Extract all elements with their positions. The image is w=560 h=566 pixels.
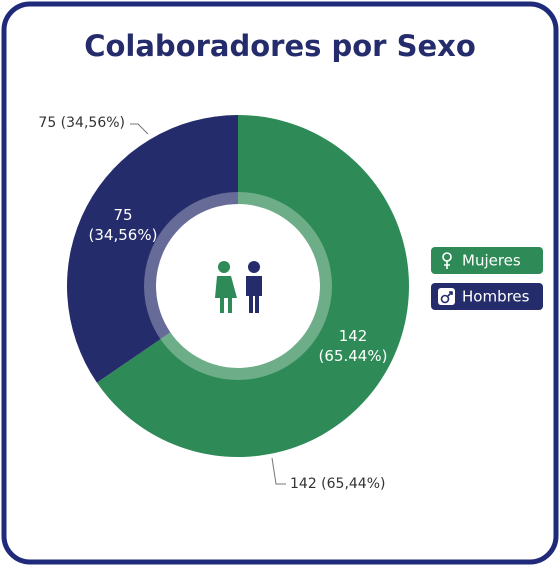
inner-label: (34,56%): [89, 226, 158, 244]
inner-label: 142: [339, 327, 368, 345]
donut-slice: [66, 115, 238, 383]
leader-line: [130, 123, 149, 135]
chart-title: Colaboradores por Sexo: [84, 29, 476, 63]
outer-label: 142 (65,44%): [290, 476, 385, 492]
outer-label: 75 (34,56%): [38, 115, 125, 131]
donut-slice: [96, 115, 409, 458]
people-icon: [215, 261, 262, 313]
leader-line: [271, 457, 286, 485]
legend-icon: [438, 288, 455, 305]
inner-label: (65.44%): [319, 347, 388, 365]
legend-icon: [442, 252, 452, 269]
legend-swatch: [431, 283, 543, 310]
male-arrow: [447, 291, 453, 297]
legend-label: Hombres: [462, 288, 530, 306]
male-symbol: [440, 294, 450, 304]
donut-hole: [157, 205, 319, 367]
female-cross: [444, 261, 450, 269]
inner-label: 75: [113, 206, 132, 224]
legend-swatch: [431, 247, 543, 274]
legend-label: Mujeres: [462, 252, 521, 270]
inner-ring: [144, 192, 332, 380]
